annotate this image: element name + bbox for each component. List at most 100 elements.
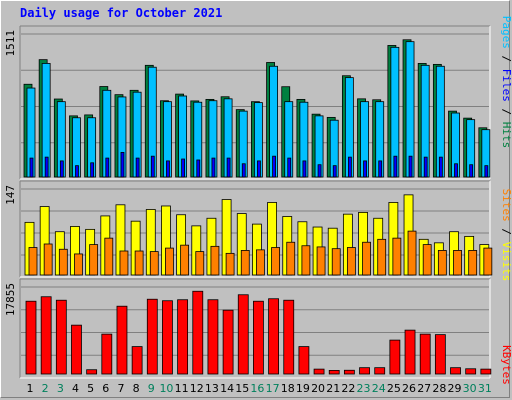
pages-bar-day-13 <box>211 157 216 178</box>
kbytes-bar-day-2 <box>40 296 52 375</box>
legend-separator: / <box>500 49 512 69</box>
sites-bar-day-23 <box>362 241 371 276</box>
day-label-29: 29 <box>448 382 462 395</box>
sites-bar-day-9 <box>149 251 159 276</box>
kbytes-bar-day-6 <box>101 333 113 375</box>
kbytes-bar-day-17 <box>268 298 279 375</box>
kbytes-bar-day-7 <box>116 305 128 375</box>
sites-bar-day-21 <box>331 248 341 276</box>
legend-visits: Visits <box>500 242 512 282</box>
pages-bar-day-3 <box>59 160 64 178</box>
day-label-22: 22 <box>341 382 355 395</box>
kbytes-bar-day-25 <box>389 339 401 375</box>
pages-bar-day-25 <box>393 155 398 178</box>
kbytes-bar-day-11 <box>177 299 189 375</box>
legend-sites: Sites <box>500 189 512 222</box>
sites-bar-day-26 <box>407 230 417 276</box>
day-label-9: 9 <box>148 382 155 395</box>
day-label-2: 2 <box>42 382 49 395</box>
chart-title: Daily usage for October 2021 <box>20 6 223 20</box>
sites-bar-day-14 <box>225 252 235 276</box>
day-label-12: 12 <box>190 382 204 395</box>
day-label-1: 1 <box>27 382 34 395</box>
sites-bar-day-7 <box>119 250 129 276</box>
ymax-label-kbytes: 17855 <box>4 283 17 316</box>
pages-bar-day-10 <box>166 160 170 178</box>
day-label-14: 14 <box>220 382 234 395</box>
pages-bar-day-6 <box>105 157 110 178</box>
legend-files: Files <box>500 69 512 102</box>
legend-pages: Pages <box>500 16 512 49</box>
pages-bar-day-17 <box>272 155 276 178</box>
kbytes-bar-day-12 <box>192 290 204 375</box>
day-label-4: 4 <box>72 382 79 395</box>
pages-bar-day-26 <box>408 155 413 178</box>
kbytes-bar-day-14 <box>222 309 234 375</box>
day-label-20: 20 <box>311 382 325 395</box>
sites-bar-day-6 <box>104 237 114 276</box>
pages-bar-day-18 <box>287 157 292 178</box>
kbytes-bar-day-8 <box>131 346 143 375</box>
sites-bar-day-12 <box>195 251 205 276</box>
pages-bar-day-29 <box>454 163 458 178</box>
day-label-11: 11 <box>175 382 189 395</box>
sites-bar-day-10 <box>165 247 174 276</box>
kbytes-bar-day-15 <box>237 294 249 375</box>
pages-bar-day-1 <box>29 157 34 178</box>
day-label-21: 21 <box>326 382 340 395</box>
kbytes-bar-day-20 <box>313 368 325 375</box>
day-label-5: 5 <box>87 382 94 395</box>
pages-bar-day-12 <box>196 159 201 178</box>
day-label-8: 8 <box>133 382 140 395</box>
sites-bar-day-28 <box>437 250 447 276</box>
kbytes-bar-day-3 <box>55 299 67 375</box>
kbytes-bar-day-27 <box>419 333 431 375</box>
pages-bar-day-16 <box>257 160 261 178</box>
pages-bar-day-14 <box>226 157 231 178</box>
kbytes-bar-day-23 <box>359 367 370 375</box>
sites-bar-day-30 <box>468 250 478 276</box>
day-label-26: 26 <box>402 382 416 395</box>
sites-bar-day-24 <box>377 238 387 276</box>
kbytes-bar-day-28 <box>434 334 446 375</box>
pages-bar-day-24 <box>378 160 383 178</box>
kbytes-bar-day-30 <box>465 368 477 375</box>
day-label-3: 3 <box>57 382 64 395</box>
day-label-17: 17 <box>266 382 280 395</box>
pages-bar-day-27 <box>423 156 428 178</box>
legend-separator: / <box>500 102 512 122</box>
day-label-15: 15 <box>235 382 249 395</box>
legend-separator: / <box>500 222 512 242</box>
kbytes-bar-day-19 <box>298 346 310 375</box>
sites-bar-day-17 <box>271 247 280 276</box>
kbytes-bar-day-13 <box>207 299 219 375</box>
sites-bar-day-27 <box>422 244 432 276</box>
pages-bar-day-23 <box>363 160 367 178</box>
day-label-28: 28 <box>432 382 446 395</box>
pages-bar-day-11 <box>181 158 186 178</box>
pages-bar-day-2 <box>44 156 49 178</box>
sites-bar-day-15 <box>240 250 250 276</box>
kbytes-bar-day-31 <box>480 368 492 375</box>
legend-kbytes: KBytes <box>500 345 512 385</box>
day-label-27: 27 <box>417 382 431 395</box>
sites-bar-day-13 <box>210 245 220 276</box>
sites-bar-day-29 <box>453 250 462 276</box>
sites-bar-day-3 <box>58 248 68 276</box>
day-label-10: 10 <box>159 382 173 395</box>
sites-bar-day-16 <box>256 249 265 276</box>
day-label-19: 19 <box>296 382 310 395</box>
sites-bar-day-31 <box>483 247 493 276</box>
kbytes-bar-day-4 <box>71 324 82 375</box>
legend-hits-files-pages: Pages / Files / Hits <box>500 16 512 149</box>
legend-visits-sites: Sites / Visits <box>500 189 512 282</box>
pages-bar-day-28 <box>438 156 443 178</box>
legend-kbytes: KBytes <box>500 345 512 385</box>
sites-bar-day-22 <box>346 247 356 276</box>
kbytes-bar-day-24 <box>374 367 386 375</box>
pages-bar-day-15 <box>241 163 246 178</box>
day-label-6: 6 <box>102 382 109 395</box>
sites-bar-day-19 <box>301 245 311 276</box>
pages-bar-day-8 <box>135 157 140 178</box>
